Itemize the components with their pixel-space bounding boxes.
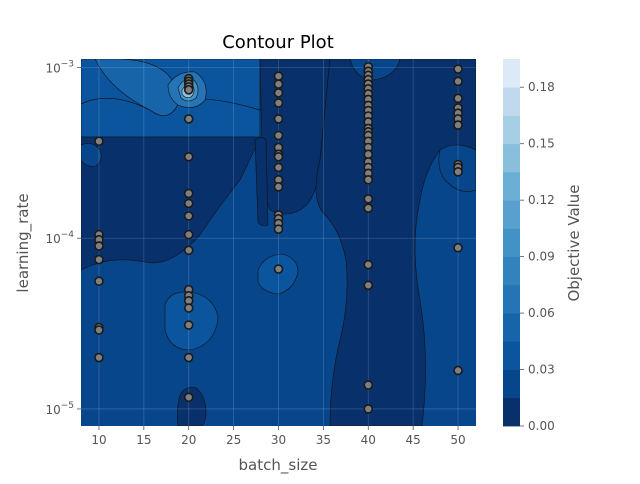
trial-point — [273, 114, 284, 124]
trial-point — [273, 224, 284, 234]
contour-region — [254, 137, 269, 227]
colorbar-band — [503, 313, 520, 342]
trial-point — [363, 280, 374, 291]
trial-points — [94, 61, 463, 414]
trial-point — [183, 392, 194, 403]
colorbar-tick-label: 0.03 — [528, 363, 555, 377]
trial-point — [273, 88, 284, 98]
y-tick-label: 10−4 — [45, 230, 74, 246]
colorbar-band — [503, 59, 520, 88]
trial-point — [363, 194, 374, 204]
colorbar-label: Objective Value — [565, 184, 583, 301]
contour-region — [257, 253, 299, 295]
colorbar-band — [503, 143, 520, 173]
x-tick-label: 10 — [91, 433, 106, 447]
trial-point — [273, 130, 284, 141]
trial-point — [183, 198, 194, 209]
contour-region — [81, 136, 261, 271]
trial-point — [183, 151, 194, 162]
x-tick-label: 45 — [406, 433, 421, 447]
x-tick-label: 15 — [136, 433, 151, 447]
trial-point — [453, 120, 463, 130]
colorbar-band — [503, 171, 520, 201]
y-axis-label: learning_rate — [14, 193, 33, 292]
colorbar-tick-label: 0.12 — [528, 193, 555, 207]
x-axis-ticks: 10 15 20 25 30 35 40 45 50 — [91, 426, 466, 447]
trial-point — [273, 151, 284, 162]
trial-point — [273, 182, 284, 192]
trial-point — [453, 76, 463, 87]
trial-point — [273, 162, 284, 173]
colorbar-band — [503, 369, 520, 399]
trial-point — [183, 188, 194, 199]
x-axis-label: batch_size — [239, 456, 318, 475]
trial-point — [453, 167, 463, 177]
trial-point — [453, 365, 463, 376]
x-tick-label: 50 — [450, 433, 465, 447]
colorbar-band — [503, 228, 520, 258]
colorbar-tick-label: 0.09 — [528, 250, 555, 264]
trial-point — [273, 98, 284, 108]
trial-point — [183, 320, 194, 330]
colorbar — [503, 59, 520, 427]
chart-title: Contour Plot — [222, 32, 334, 53]
trial-point — [363, 404, 374, 414]
colorbar-tick-label: 0.06 — [528, 306, 555, 320]
trial-point — [363, 380, 374, 390]
colorbar-band — [503, 284, 520, 314]
y-tick-label: 10−3 — [45, 60, 74, 76]
trial-point — [363, 174, 374, 185]
trial-point — [94, 352, 104, 363]
trial-point — [94, 136, 104, 147]
trial-point — [94, 254, 104, 265]
x-tick-label: 35 — [316, 433, 331, 447]
x-tick-label: 25 — [226, 433, 241, 447]
y-axis-ticks: 10−5 10−4 10−3 — [45, 60, 81, 417]
trial-point — [453, 242, 463, 253]
colorbar-band — [503, 256, 520, 286]
colorbar-band — [503, 115, 520, 145]
colorbar-band — [503, 397, 520, 427]
trial-point — [183, 352, 194, 363]
trial-point — [94, 325, 104, 335]
colorbar-ticks: 0.00 0.03 0.06 0.09 0.12 0.15 0.18 — [520, 80, 555, 433]
trial-point — [183, 211, 194, 221]
x-tick-label: 30 — [271, 433, 286, 447]
trial-point — [363, 203, 374, 213]
trial-point — [183, 303, 194, 313]
contour-region — [164, 291, 219, 351]
contour-region — [315, 59, 476, 426]
colorbar-band — [503, 200, 520, 229]
trial-point — [183, 245, 194, 256]
trial-point — [453, 93, 463, 104]
x-tick-label: 40 — [361, 433, 376, 447]
colorbar-tick-label: 0.15 — [528, 137, 555, 151]
colorbar-tick-label: 0.18 — [528, 80, 555, 94]
colorbar-band — [503, 87, 520, 116]
trial-point — [183, 114, 194, 124]
contour-region — [81, 143, 102, 167]
trial-point — [94, 276, 104, 287]
trial-point — [183, 85, 194, 95]
trial-point — [453, 64, 463, 74]
x-tick-label: 20 — [181, 433, 196, 447]
trial-point — [94, 241, 104, 251]
colorbar-tick-label: 0.00 — [528, 419, 555, 433]
colorbar-band — [503, 341, 520, 370]
trial-point — [363, 259, 374, 270]
trial-point — [273, 71, 284, 81]
trial-point — [183, 229, 194, 240]
trial-point — [273, 79, 284, 89]
plot-area — [81, 59, 476, 426]
trial-point — [273, 264, 284, 274]
y-tick-label: 10−5 — [45, 401, 74, 417]
